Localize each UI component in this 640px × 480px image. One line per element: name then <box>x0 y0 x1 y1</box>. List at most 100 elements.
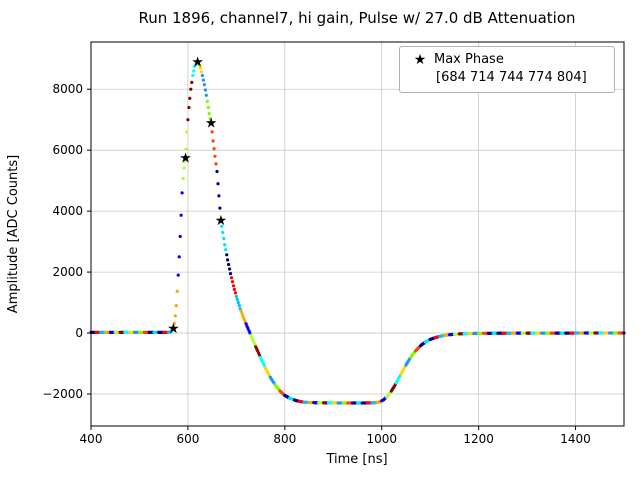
max-phase-star-marker: ★ <box>191 54 204 70</box>
scatter-point <box>189 87 193 91</box>
scatter-point <box>186 118 190 122</box>
scatter-point <box>216 182 220 186</box>
x-tick-label: 600 <box>176 432 199 446</box>
scatter-point <box>177 255 181 259</box>
scatter-point <box>227 262 231 267</box>
axes-border <box>90 41 625 427</box>
scatter-point <box>190 80 194 84</box>
scatter-point <box>220 224 224 228</box>
scatter-point <box>236 301 240 305</box>
scatter-point <box>184 147 188 151</box>
scatter-point <box>221 230 225 235</box>
scatter-point <box>214 162 218 166</box>
x-tick-label: 1200 <box>463 432 494 446</box>
x-tick-label: 800 <box>273 432 296 446</box>
scatter-point <box>204 93 208 97</box>
scatter-point <box>192 69 196 73</box>
waveform-scatter-points <box>89 60 626 405</box>
scatter-point <box>224 248 228 252</box>
scatter-point <box>203 88 207 92</box>
star-marker-icon: ★ <box>413 52 427 68</box>
scatter-point <box>205 99 209 103</box>
legend-box: ★ Max Phase [684 714 744 774 804] <box>399 46 615 93</box>
scatter-point <box>175 289 179 293</box>
grid-layer <box>90 42 624 426</box>
y-axis-label: Amplitude [ADC Counts] <box>6 155 21 313</box>
x-axis-label: Time [ns] <box>325 452 387 467</box>
scatter-point <box>209 121 213 125</box>
max-phase-star-marker: ★ <box>215 213 228 229</box>
scatter-point <box>226 258 230 262</box>
scatter-point <box>223 243 227 247</box>
axis-ticks <box>87 88 577 430</box>
scatter-point <box>240 312 244 316</box>
scatter-point <box>197 63 202 67</box>
scatter-point <box>185 130 189 134</box>
scatter-point <box>211 139 215 143</box>
scatter-point <box>235 297 239 302</box>
scatter-point <box>232 287 236 291</box>
scatter-point <box>222 237 226 241</box>
scatter-point <box>207 112 211 116</box>
y-tick-label: 4000 <box>52 204 83 218</box>
x-tick-label: 1000 <box>366 432 397 446</box>
scatter-point <box>179 213 183 217</box>
scatter-point <box>202 83 206 87</box>
y-tick-label: 2000 <box>52 265 83 279</box>
legend-entry: ★ Max Phase <box>406 51 608 69</box>
scatter-point <box>215 169 219 174</box>
scatter-point <box>230 280 235 284</box>
y-tick-label: 0 <box>75 326 83 340</box>
max-phase-star-markers: ★ ★ ★ ★ ★ <box>167 54 227 337</box>
scatter-point <box>172 321 176 325</box>
scatter-point <box>229 276 234 280</box>
scatter-point <box>181 177 185 181</box>
scatter-point <box>183 159 187 163</box>
scatter-point <box>219 218 223 222</box>
scatter-point <box>188 96 192 100</box>
max-phase-star-marker: ★ <box>167 321 180 337</box>
scatter-point <box>208 117 212 121</box>
x-tick-label: 400 <box>80 432 103 446</box>
chart-title: Run 1896, channel7, hi gain, Pulse w/ 27… <box>138 9 575 27</box>
scatter-point <box>213 154 217 158</box>
scatter-point <box>174 304 178 308</box>
scatter-point <box>234 294 238 299</box>
scatter-point <box>199 70 204 74</box>
scatter-point <box>217 194 221 198</box>
scatter-point <box>201 78 205 82</box>
scatter-point <box>210 130 214 134</box>
scatter-point <box>178 234 182 239</box>
scatter-point <box>228 272 233 276</box>
scatter-point <box>182 166 186 170</box>
scatter-point <box>191 73 195 78</box>
legend-entry-label: Max Phase <box>434 52 504 67</box>
scatter-point <box>206 105 210 110</box>
y-tick-label: −2000 <box>42 387 83 401</box>
scatter-point <box>238 307 242 311</box>
scatter-point <box>241 315 245 319</box>
scatter-point <box>218 206 222 210</box>
scatter-point <box>237 304 241 308</box>
legend-entry-values: [684 714 744 774 804] <box>436 70 587 85</box>
scatter-point <box>239 309 243 313</box>
axis-tick-labels: 400 600 800 1000 1200 1400 −2000 0 2000 4000 6000 8… <box>42 82 590 446</box>
scatter-point <box>198 66 203 70</box>
scatter-point <box>225 253 229 257</box>
scatter-point <box>200 73 204 78</box>
scatter-point <box>173 314 177 318</box>
scatter-point <box>228 267 232 271</box>
scatter-point <box>233 291 237 295</box>
max-phase-star-marker: ★ <box>179 150 192 166</box>
scatter-point <box>187 105 191 110</box>
y-tick-label: 6000 <box>52 143 83 157</box>
max-phase-star-marker: ★ <box>205 115 218 131</box>
x-tick-label: 1400 <box>560 432 591 446</box>
scatter-point <box>176 273 180 277</box>
y-tick-label: 8000 <box>52 82 83 96</box>
scatter-point <box>212 147 216 151</box>
scatter-point <box>171 326 175 331</box>
scatter-point <box>180 191 184 195</box>
